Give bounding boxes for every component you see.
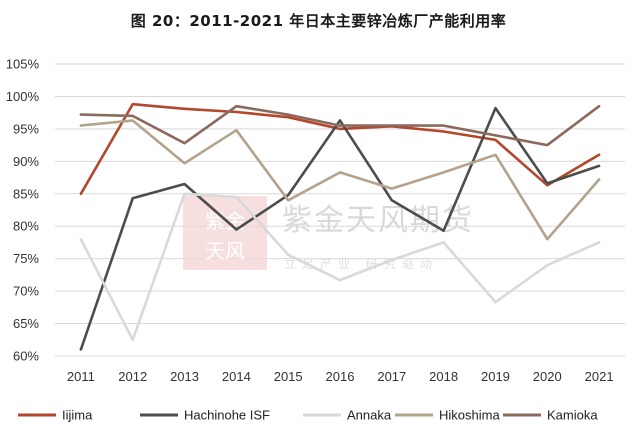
x-tick-label: 2017: [377, 369, 406, 384]
x-axis-ticks: 2011 2012 2013 2014 2015 2016 2017 2018 2019 2020…: [67, 369, 614, 384]
series-line-annaka: [79, 192, 601, 342]
legend-label-kamioka: Kamioka: [547, 408, 598, 423]
x-tick-label: 2018: [429, 369, 458, 384]
x-tick-label: 2016: [326, 369, 355, 384]
watermark-seal-text-bottom: 天风: [205, 239, 245, 263]
watermark: 紫金 天风 紫金天风期货 立足产业 研究驱动: [183, 196, 474, 271]
legend-label-iijima: Iijima: [62, 408, 93, 423]
x-tick-label: 2011: [67, 369, 95, 384]
x-tick-label: 2013: [170, 369, 199, 384]
y-tick-label: 80%: [13, 219, 39, 234]
legend-label-hachinohe-isf: Hachinohe ISF: [184, 408, 270, 423]
watermark-seal: 紫金 天风: [183, 196, 267, 270]
chart-title: 图 20：2011-2021 年日本主要锌冶炼厂产能利用率: [130, 12, 507, 30]
x-tick-label: 2021: [585, 369, 614, 384]
y-tick-label: 95%: [13, 121, 39, 136]
x-tick-label: 2020: [533, 369, 562, 384]
legend-label-hikoshima: Hikoshima: [439, 408, 500, 423]
y-tick-label: 85%: [13, 186, 39, 201]
y-axis-ticks: 60% 65% 70% 75% 80% 85% 90% 95% 100% 105%: [6, 57, 40, 364]
legend-label-annaka: Annaka: [347, 408, 392, 423]
y-tick-label: 60%: [13, 349, 39, 364]
x-tick-label: 2012: [118, 369, 147, 384]
y-tick-label: 100%: [6, 89, 40, 104]
y-tick-label: 65%: [13, 316, 39, 331]
y-tick-label: 105%: [6, 57, 40, 72]
x-tick-label: 2015: [274, 369, 303, 384]
y-tick-label: 90%: [13, 154, 39, 169]
series-line-kamioka: [79, 104, 601, 147]
series-line-hikoshima: [79, 119, 601, 241]
watermark-name: 紫金天风期货: [282, 203, 474, 238]
x-tick-label: 2019: [481, 369, 510, 384]
y-tick-label: 75%: [13, 251, 39, 266]
series-lines: [79, 102, 601, 351]
x-tick-label: 2014: [222, 369, 251, 384]
series-line-hachinohe-isf: [79, 106, 601, 351]
gridlines: [55, 63, 625, 357]
legend: Iijima Hachinohe ISF Annaka Hikoshima Kamiok…: [18, 408, 598, 423]
y-tick-label: 70%: [13, 284, 39, 299]
series-line-iijima: [79, 102, 601, 196]
